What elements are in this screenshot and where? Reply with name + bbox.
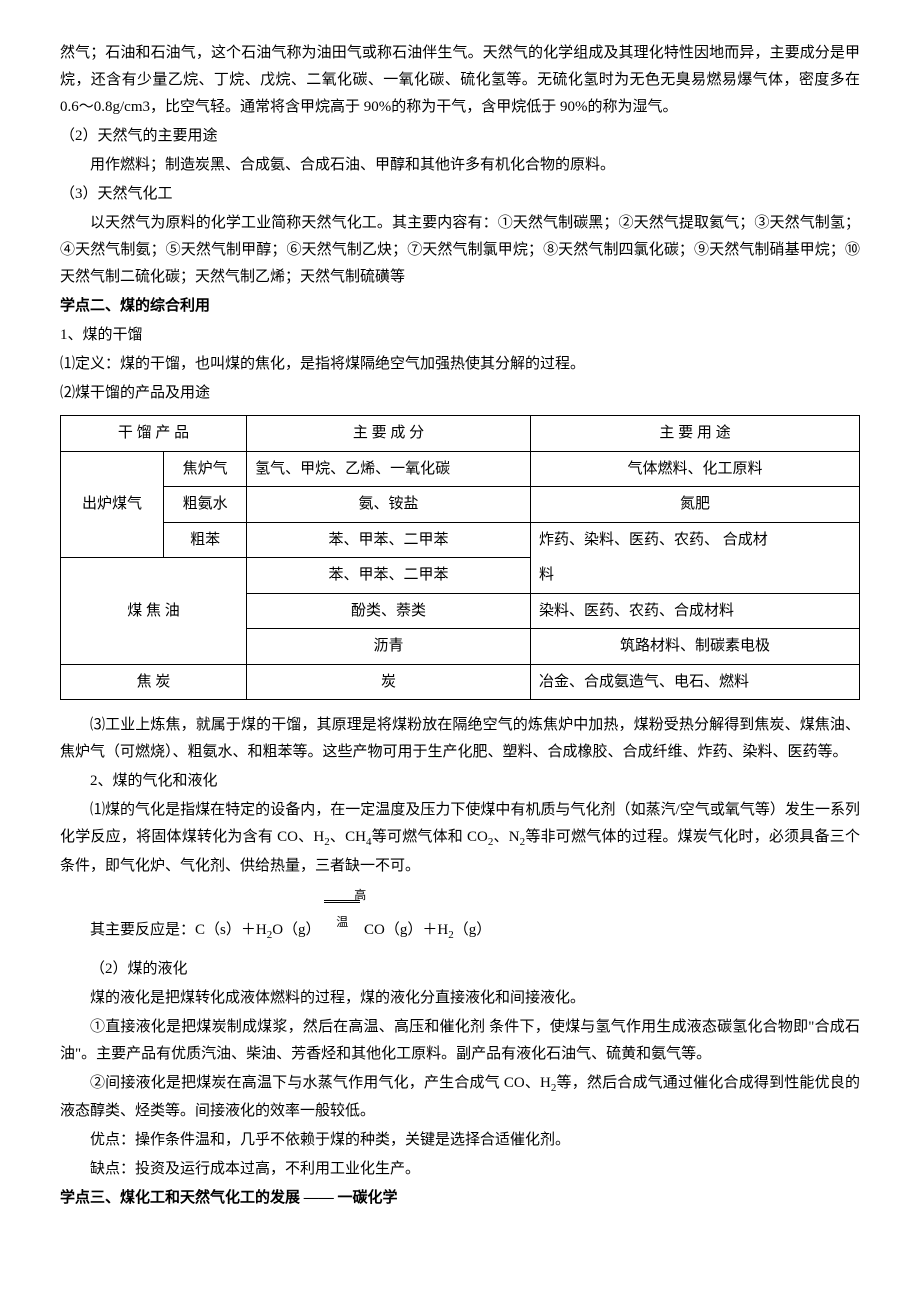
- coal-distillation-table: 干 馏 产 品 主 要 成 分 主 要 用 途 出炉煤气 焦炉气 氢气、甲烷、乙…: [60, 415, 860, 700]
- section3-heading: 学点三、煤化工和天然气化工的发展 —— 一碳化学: [60, 1185, 860, 1212]
- table-row3-comp: 炭: [247, 664, 531, 700]
- table-row3-group: 焦 炭: [61, 664, 247, 700]
- intro-sub3-title: （3）天然气化工: [60, 181, 860, 208]
- table-row1-use3a: 炸药、染料、医药、农药、 合成材: [530, 522, 859, 558]
- table-row2-use3: 筑路材料、制碳素电极: [530, 629, 859, 665]
- liquefaction-def: 煤的液化是把煤转化成液体燃料的过程，煤的液化分直接液化和间接液化。: [60, 985, 860, 1012]
- table-row2-use1: 料: [530, 558, 859, 594]
- liquefaction-title: （2）煤的液化: [60, 956, 860, 983]
- section2-p2-title: 2、煤的气化和液化: [60, 768, 860, 795]
- liquefaction-advantage: 优点：操作条件温和，几乎不依赖于煤的种类，关键是选择合适催化剂。: [60, 1127, 860, 1154]
- liquefaction-disadvantage: 缺点：投资及运行成本过高，不利用工业化生产。: [60, 1156, 860, 1183]
- table-header-product: 干 馏 产 品: [61, 416, 247, 452]
- table-row2-comp1: 苯、甲苯、二甲苯: [247, 558, 531, 594]
- section2-heading: 学点二、煤的综合利用: [60, 293, 860, 320]
- table-row1-comp2: 氨、铵盐: [247, 487, 531, 523]
- intro-sub2-title: （2）天然气的主要用途: [60, 123, 860, 150]
- table-row2-comp3: 沥青: [247, 629, 531, 665]
- section2-p1-title: 1、煤的干馏: [60, 322, 860, 349]
- intro-sub2-content: 用作燃料；制造炭黑、合成氨、合成石油、甲醇和其他许多有机化合物的原料。: [60, 152, 860, 179]
- intro-paragraph-1: 然气；石油和石油气，这个石油气称为油田气或称石油伴生气。天然气的化学组成及其理化…: [60, 40, 860, 121]
- liquefaction-indirect: ②间接液化是把煤炭在高温下与水蒸气作用气化，产生合成气 CO、H2等，然后合成气…: [60, 1070, 860, 1126]
- intro-sub3-content: 以天然气为原料的化学工业简称天然气化工。其主要内容有：①天然气制碳黑；②天然气提…: [60, 210, 860, 291]
- table-row1-sub1: 焦炉气: [164, 451, 247, 487]
- table-row2-group: 煤 焦 油: [61, 558, 247, 665]
- liquefaction-direct: ①直接液化是把煤炭制成煤浆，然后在高温、高压和催化剂 条件下，使煤与氢气作用生成…: [60, 1014, 860, 1068]
- table-row1-sub3: 粗苯: [164, 522, 247, 558]
- reaction-equation: 其主要反应是：C（s）＋H2O（g） 高温 CO（g）＋H2（g）: [60, 890, 860, 946]
- table-header-use: 主 要 用 途: [530, 416, 859, 452]
- section2-p1-def: ⑴定义：煤的干馏，也叫煤的焦化，是指将煤隔绝空气加强热使其分解的过程。: [60, 351, 860, 378]
- table-row1-use1: 气体燃料、化工原料: [530, 451, 859, 487]
- table-row2-use2: 染料、医药、农药、合成材料: [530, 593, 859, 629]
- table-row1-use2: 氮肥: [530, 487, 859, 523]
- section2-p3-industry: ⑶工业上炼焦，就属于煤的干馏，其原理是将煤粉放在隔绝空气的炼焦炉中加热，煤粉受热…: [60, 712, 860, 766]
- table-row2-comp2: 酚类、萘类: [247, 593, 531, 629]
- table-header-component: 主 要 成 分: [247, 416, 531, 452]
- table-row1-comp3: 苯、甲苯、二甲苯: [247, 522, 531, 558]
- table-row1-comp1: 氢气、甲烷、乙烯、一氧化碳: [247, 451, 531, 487]
- section2-p1-products: ⑵煤干馏的产品及用途: [60, 380, 860, 407]
- table-row3-use: 冶金、合成氨造气、电石、燃料: [530, 664, 859, 700]
- section2-p2-gas: ⑴煤的气化是指煤在特定的设备内，在一定温度及压力下使煤中有机质与气化剂（如蒸汽/…: [60, 797, 860, 880]
- table-row1-group: 出炉煤气: [61, 451, 164, 558]
- table-row1-sub2: 粗氨水: [164, 487, 247, 523]
